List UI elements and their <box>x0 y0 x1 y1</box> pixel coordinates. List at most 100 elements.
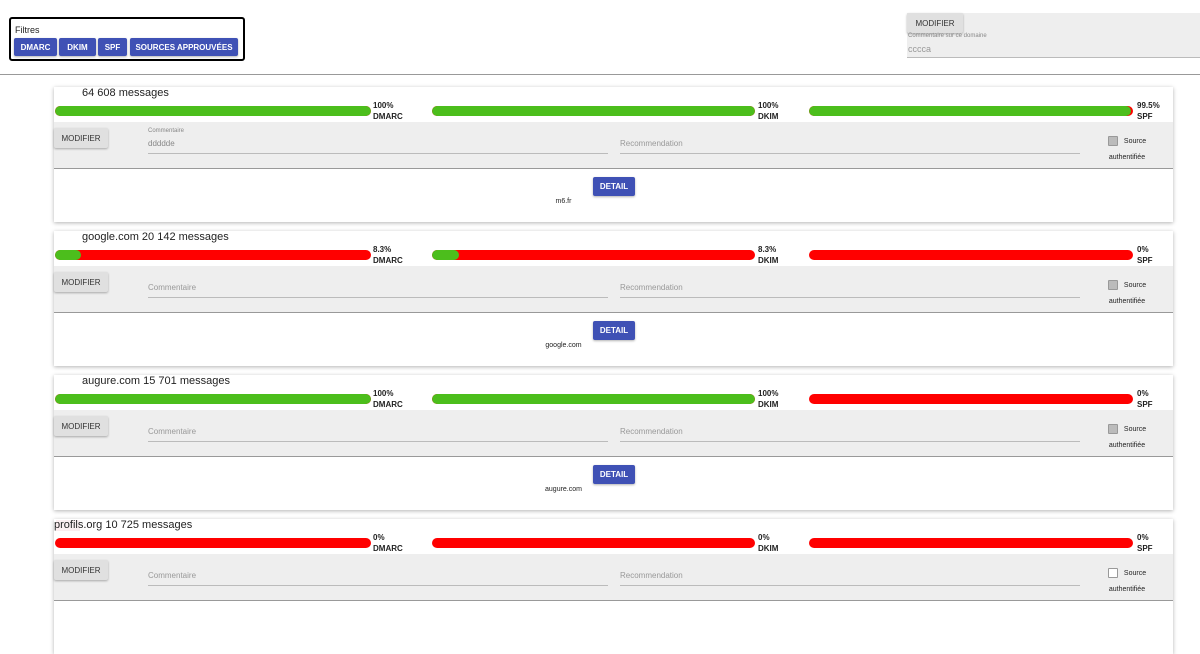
comment-placeholder: Commentaire <box>148 283 197 292</box>
percent-label: 8.3% <box>373 245 392 254</box>
progress-label: 8.3% DKIM <box>758 244 778 266</box>
modify-button[interactable]: MODIFIER <box>54 272 108 292</box>
progress-track <box>809 106 1133 116</box>
progress-label: 0% DKIM <box>758 532 778 554</box>
comment-field[interactable]: Commentaire <box>148 554 608 586</box>
percent-label: 0% <box>373 533 385 542</box>
metric-name: SPF <box>1137 544 1153 553</box>
metric-name: SPF <box>1137 112 1153 121</box>
progress-label: 100% DKIM <box>758 388 778 410</box>
progress-label: 100% DKIM <box>758 100 778 122</box>
progress-fill <box>432 250 459 260</box>
progress-track <box>55 250 371 260</box>
edit-section: MODIFIER Commentaire Recommendation Source … <box>54 554 1173 601</box>
metric-name: DMARC <box>373 256 403 265</box>
progress-track <box>55 394 371 404</box>
progress-fill <box>432 106 755 116</box>
comment-field[interactable]: Commentaire ddddde <box>148 122 608 154</box>
percent-label: 0% <box>1137 245 1149 254</box>
filter-button[interactable]: SPF <box>98 38 127 56</box>
source-checkbox[interactable]: Source authentifiée <box>1092 134 1162 166</box>
progress-fill <box>55 250 82 260</box>
checkbox[interactable] <box>1107 568 1118 579</box>
percent-label: 0% <box>1137 533 1149 542</box>
progress-track <box>809 250 1133 260</box>
progress-label: 0% SPF <box>1137 244 1153 266</box>
filter-title: Filtres <box>15 25 40 35</box>
percent-label: 99.5% <box>1137 101 1160 110</box>
percent-label: 100% <box>373 101 394 110</box>
progress-fill <box>55 394 371 404</box>
recommendation-field[interactable]: Recommendation <box>620 266 1080 298</box>
comment-underline <box>907 57 1200 58</box>
card-title: augure.com 15 701 messages <box>82 375 230 387</box>
recommendation-field[interactable]: Recommendation <box>620 122 1080 154</box>
recommendation-placeholder: Recommendation <box>620 283 683 292</box>
metric-name: DKIM <box>758 400 779 409</box>
filter-box: Filtres DMARC DKIM SPF SOURCES APPROUVÉES <box>9 17 245 61</box>
modify-button[interactable]: MODIFIER <box>54 416 108 436</box>
card-title: profils.org 10 725 messages <box>54 519 193 531</box>
metric-name: DKIM <box>758 112 779 121</box>
progress-label: 0% SPF <box>1137 388 1153 410</box>
percent-label: 100% <box>373 389 394 398</box>
modify-button[interactable]: MODIFIER <box>907 13 963 33</box>
checkbox[interactable] <box>1107 280 1118 291</box>
modify-button[interactable]: MODIFIER <box>54 128 108 148</box>
source-checkbox[interactable]: Source authentifiée <box>1092 278 1162 310</box>
recommendation-placeholder: Recommendation <box>620 139 683 148</box>
metric-name: DKIM <box>758 544 779 553</box>
domain-card: augure.com 15 701 messages 100% DMARC 100% D… <box>54 375 1173 510</box>
filter-button[interactable]: SOURCES APPROUVÉES <box>130 38 238 56</box>
recommendation-field[interactable]: Recommendation <box>620 554 1080 586</box>
domain-label: google.com <box>545 342 582 349</box>
percent-label: 0% <box>758 533 770 542</box>
domain-comment: MODIFIER Commentaire sur ce domaine cccc… <box>907 13 1200 58</box>
progress-track <box>432 250 755 260</box>
comment-placeholder: Commentaire <box>148 427 197 436</box>
detail-button[interactable]: DETAIL <box>593 465 635 484</box>
page: Filtres DMARC DKIM SPF SOURCES APPROUVÉES M… <box>0 13 1200 601</box>
source-label: Source authentifiée <box>1108 282 1147 305</box>
detail-button[interactable]: DETAIL <box>593 321 635 340</box>
card-title: 64 608 messages <box>82 87 169 99</box>
recommendation-placeholder: Recommendation <box>620 571 683 580</box>
progress-track <box>432 538 755 548</box>
metric-name: DMARC <box>373 112 403 121</box>
edit-section: MODIFIER Commentaire ddddde Recommendation S… <box>54 122 1173 169</box>
progress-track <box>809 538 1133 548</box>
source-checkbox[interactable]: Source authentifiée <box>1092 422 1162 454</box>
recommendation-field[interactable]: Recommendation <box>620 410 1080 442</box>
comment-label: Commentaire sur ce domaine <box>908 33 987 39</box>
percent-label: 0% <box>1137 389 1149 398</box>
progress-fill <box>432 394 755 404</box>
checkbox[interactable] <box>1107 136 1118 147</box>
comment-field[interactable]: Commentaire <box>148 410 608 442</box>
source-label: Source authentifiée <box>1108 138 1147 161</box>
domain-card: google.com 20 142 messages 8.3% DMARC 8.3% D… <box>54 231 1173 366</box>
progress-track <box>55 106 371 116</box>
comment-value[interactable]: cccca <box>908 44 932 54</box>
comment-label: Commentaire <box>148 128 185 134</box>
progress-label: 100% DMARC <box>373 100 403 122</box>
modify-button[interactable]: MODIFIER <box>54 560 108 580</box>
source-label: Source authentifiée <box>1108 426 1147 449</box>
progress-track <box>432 106 755 116</box>
comment-field[interactable]: Commentaire <box>148 266 608 298</box>
progress-track <box>55 538 371 548</box>
source-checkbox[interactable]: Source authentifiée <box>1092 566 1162 598</box>
domain-label: m6.fr <box>555 198 572 205</box>
progress-label: 0% SPF <box>1137 532 1153 554</box>
filter-button[interactable]: DKIM <box>59 38 96 56</box>
comment-placeholder: Commentaire <box>148 571 197 580</box>
progress-fill <box>809 106 1132 116</box>
domain-card: profils.org 10 725 messages 0% DMARC 0% DKIM… <box>54 519 1173 654</box>
progress-label: 100% DMARC <box>373 388 403 410</box>
detail-button[interactable]: DETAIL <box>593 177 635 196</box>
filter-button[interactable]: DMARC <box>14 38 57 56</box>
edit-section: MODIFIER Commentaire Recommendation Source … <box>54 266 1173 313</box>
header-divider <box>0 74 1200 75</box>
checkbox[interactable] <box>1107 424 1118 435</box>
metric-name: DKIM <box>758 256 779 265</box>
domain-card: 64 608 messages 100% DMARC 100% DKIM 99.5% SPF… <box>54 87 1173 222</box>
